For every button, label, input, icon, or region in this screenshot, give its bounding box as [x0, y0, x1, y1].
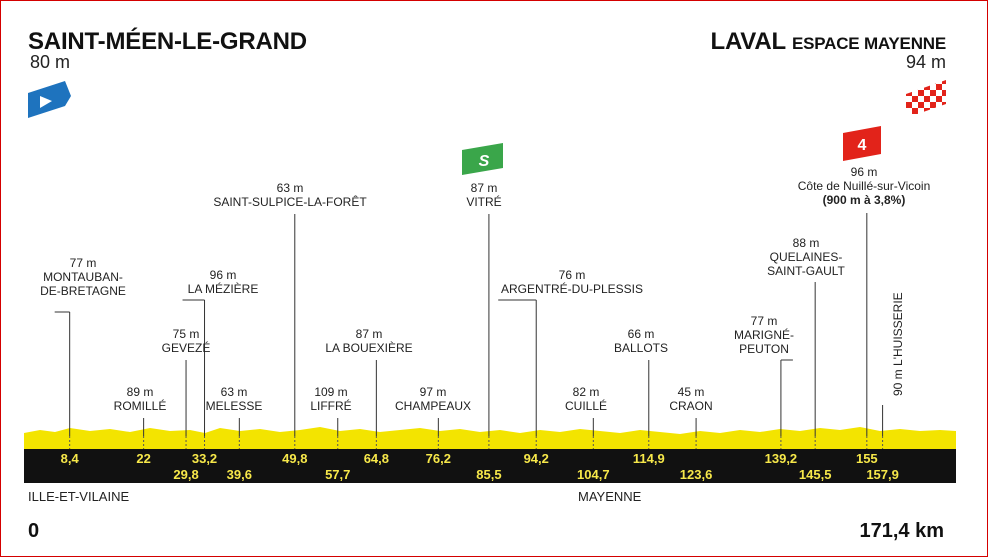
- waypoint-km-label: 76,2: [426, 451, 451, 466]
- waypoint-name: MARIGNÉ-: [734, 328, 794, 342]
- waypoint-label: 109 m LIFFRÉ: [310, 385, 351, 413]
- waypoint-km-label: 49,8: [282, 451, 307, 466]
- waypoint-altitude: 75 m: [172, 327, 200, 341]
- start-altitude: 80 m: [30, 52, 71, 72]
- waypoint-label: 97 m CHAMPEAUX: [395, 385, 471, 413]
- elevation-profile-area: [24, 427, 956, 449]
- finish-town-name: LAVAL ESPACE MAYENNE: [711, 28, 947, 56]
- waypoint-name-line2: SAINT-GAULT: [767, 264, 845, 278]
- waypoint-name: LA MÉZIÈRE: [187, 282, 259, 296]
- waypoint-name: Côte de Nuillé-sur-Vicoin: [797, 179, 931, 193]
- waypoint-label: 77 m MONTAUBAN- DE-BRETAGNE: [40, 256, 126, 298]
- climb-badge-text: 4: [858, 137, 867, 154]
- waypoint-name: L'HUISSERIE: [890, 292, 905, 370]
- waypoint-name: BALLOTS: [613, 341, 669, 355]
- waypoint-label: 66 m BALLOTS: [614, 327, 668, 355]
- waypoint-label: 76 m ARGENTRÉ-DU-PLESSIS: [501, 268, 643, 296]
- waypoint-name: QUELAINES-: [769, 250, 843, 264]
- waypoint-label: 87 m LA BOUEXIÈRE: [325, 327, 412, 355]
- waypoint-label: 45 m CRAON: [669, 385, 712, 413]
- waypoint-name: MELESSE: [205, 399, 263, 413]
- sprint-badge-text: S: [479, 153, 490, 170]
- waypoint-name: CUILLÉ: [564, 399, 608, 413]
- waypoint-altitude: 76 m: [558, 268, 586, 282]
- waypoint-km-label: 85,5: [476, 467, 501, 482]
- waypoint-km-label: 57,7: [325, 467, 350, 482]
- waypoint-altitude: 90 m: [890, 369, 905, 396]
- waypoint-altitude: 45 m: [677, 385, 705, 399]
- waypoint-label: 77 m MARIGNÉ- PEUTON: [734, 314, 794, 356]
- distance-total: 171,4 km: [859, 520, 944, 542]
- waypoint-name: GEVEZÉ: [161, 341, 211, 355]
- waypoint-km-label: 39,6: [227, 467, 252, 482]
- finish-altitude: 94 m: [905, 52, 946, 72]
- waypoint-label: 96 m Côte de Nuillé-sur-Vicoin (900 m à 3,…: [798, 165, 931, 207]
- waypoint-label: 89 m ROMILLÉ: [114, 385, 167, 413]
- waypoint-label: 82 m CUILLÉ: [565, 385, 607, 413]
- finish-town-main: LAVAL: [710, 28, 786, 55]
- waypoint-altitude: 109 m: [314, 385, 348, 399]
- waypoint-altitude: 89 m: [126, 385, 154, 399]
- waypoint-label-vertical: 90 m L'HUISSERIE: [891, 292, 905, 396]
- region-ille-et-vilaine: ILLE-ET-VILAINE: [28, 489, 130, 504]
- waypoint-name-line2: PEUTON: [739, 342, 789, 356]
- waypoint-km-label: 29,8: [173, 467, 198, 482]
- waypoint-altitude: 66 m: [627, 327, 655, 341]
- waypoint-km-label: 139,2: [765, 451, 798, 466]
- waypoint-label: 63 m SAINT-SULPICE-LA-FORÊT: [213, 181, 366, 209]
- waypoint-label: 88 m QUELAINES- SAINT-GAULT: [767, 236, 845, 278]
- waypoint-km-label: 64,8: [364, 451, 389, 466]
- waypoint-altitude: 77 m: [750, 314, 778, 328]
- waypoint-altitude: 63 m: [276, 181, 304, 195]
- waypoint-label: 75 m GEVEZÉ: [162, 327, 211, 355]
- category-4-climb-icon: 4: [843, 126, 881, 161]
- waypoint-altitude: 88 m: [792, 236, 820, 250]
- waypoint-name: MONTAUBAN-: [43, 270, 123, 284]
- waypoint-label: 96 m LA MÉZIÈRE: [188, 268, 259, 296]
- start-town-name: SAINT-MÉEN-LE-GRAND: [28, 28, 307, 55]
- waypoint-altitude: 96 m: [209, 268, 237, 282]
- intermediate-sprint-icon: S: [462, 143, 503, 175]
- waypoint-altitude: 97 m: [419, 385, 447, 399]
- waypoint-altitude: 82 m: [572, 385, 600, 399]
- waypoint-km-label: 123,6: [680, 467, 713, 482]
- waypoint-name: ROMILLÉ: [113, 399, 167, 413]
- finish-town-sub: ESPACE MAYENNE: [791, 34, 946, 53]
- waypoint-name-line2: DE-BRETAGNE: [40, 284, 126, 298]
- waypoint-altitude: 87 m: [470, 181, 498, 195]
- checkered-finish-flag-icon: [906, 80, 946, 118]
- waypoint-name-line2: (900 m à 3,8%): [822, 193, 906, 207]
- waypoint-km-label: 104,7: [577, 467, 610, 482]
- waypoint-name: CHAMPEAUX: [394, 399, 472, 413]
- waypoint-name: LIFFRÉ: [310, 399, 352, 413]
- waypoint-name: VITRÉ: [466, 195, 502, 209]
- waypoint-name: LA BOUEXIÈRE: [325, 341, 413, 355]
- waypoint-altitude: 96 m: [850, 165, 878, 179]
- waypoint-label: 87 m VITRÉ: [466, 181, 501, 209]
- waypoint-km-label: 8,4: [61, 451, 80, 466]
- waypoint-name: ARGENTRÉ-DU-PLESSIS: [500, 282, 644, 296]
- waypoint-km-label: 94,2: [524, 451, 549, 466]
- tick-layer: 8,4 22 29,833,2 39,6 49,8 57,7 64,8 76,2 85,5 94,…: [54, 213, 899, 482]
- waypoint-km-label: 155: [856, 451, 878, 466]
- waypoint-name: CRAON: [669, 399, 713, 413]
- waypoint-altitude: 87 m: [355, 327, 383, 341]
- distance-start: 0: [28, 520, 40, 542]
- waypoint-km-label: 33,2: [192, 451, 217, 466]
- start-flag-icon: [28, 81, 71, 118]
- waypoint-km-label: 157,9: [866, 467, 899, 482]
- waypoint-label: 63 m MELESSE: [206, 385, 263, 413]
- waypoint-km-label: 22: [136, 451, 150, 466]
- km-band: [24, 449, 956, 483]
- waypoint-name: SAINT-SULPICE-LA-FORÊT: [213, 195, 367, 209]
- waypoint-altitude: 77 m: [69, 256, 97, 270]
- waypoint-km-label: 145,5: [799, 467, 832, 482]
- waypoint-km-label: 114,9: [633, 451, 665, 466]
- waypoint-altitude: 63 m: [220, 385, 248, 399]
- region-mayenne: MAYENNE: [578, 489, 642, 504]
